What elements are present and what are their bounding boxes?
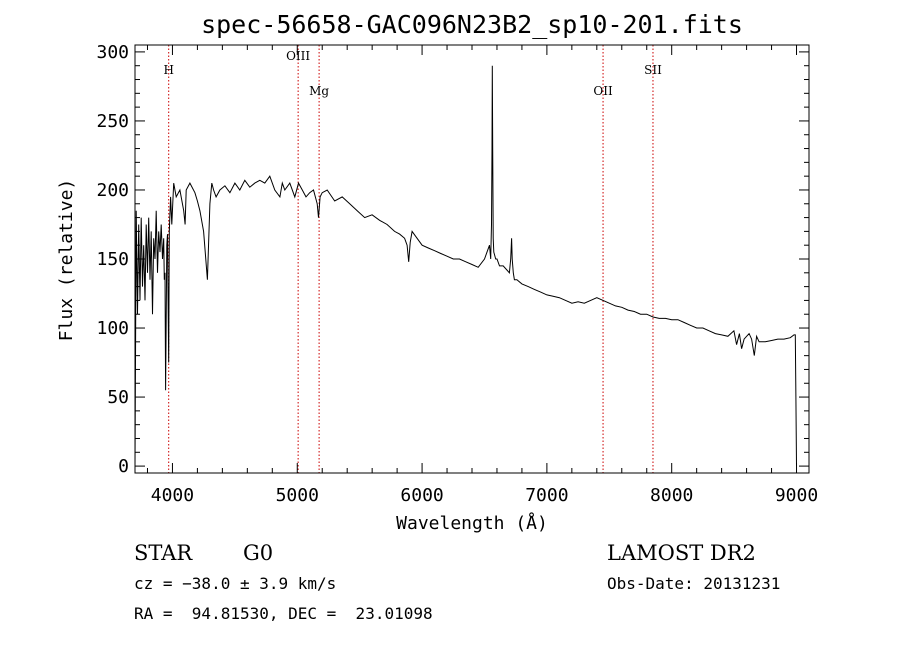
- x-tick-label: 5000: [276, 485, 319, 506]
- plot-area: [134, 65, 797, 467]
- x-tick-label: 7000: [525, 485, 568, 506]
- spectral-line-label: SII: [644, 63, 662, 77]
- cz-label: cz = −38.0 ± 3.9 km/s: [134, 574, 336, 593]
- survey-label: LAMOST DR2: [607, 541, 756, 565]
- y-tick-label: 0: [118, 456, 129, 477]
- axis-ticks: 4000 5000 6000 7000 8000 9000 0 50 100 150 200 250 3…: [96, 42, 818, 506]
- radec-label: RA = 94.81530, DEC = 23.01098: [134, 604, 433, 623]
- plot-frame: [134, 44, 810, 474]
- x-tick-label: 8000: [650, 485, 693, 506]
- y-tick-label: 150: [96, 249, 129, 270]
- subclass-label: G0: [243, 541, 273, 565]
- spectral-line-label: Mg: [309, 84, 329, 98]
- axes: [134, 44, 810, 474]
- x-tick-label: 6000: [400, 485, 443, 506]
- y-tick-label: 250: [96, 111, 129, 132]
- spectral-line-label: OIII: [286, 49, 310, 63]
- y-tick-label: 50: [107, 387, 129, 408]
- spectral-line-label: OII: [593, 84, 613, 98]
- chart-title: spec-56658-GAC096N23B2_sp10-201.fits: [201, 10, 743, 39]
- x-tick-label: 4000: [151, 485, 194, 506]
- obs-date-label: Obs-Date: 20131231: [607, 574, 780, 593]
- y-tick-label: 300: [96, 42, 129, 63]
- y-tick-label: 100: [96, 318, 129, 339]
- spectral-line-markers: H OIII Mg OII SII: [163, 45, 662, 473]
- spectral-line-label: H: [163, 63, 173, 77]
- spectrum-series-line: [134, 65, 797, 467]
- x-axis-label: Wavelength (Å): [396, 512, 548, 534]
- y-tick-label: 200: [96, 180, 129, 201]
- x-tick-label: 9000: [775, 485, 818, 506]
- y-axis-label: Flux (relative): [56, 179, 77, 342]
- star-class-label: STAR: [134, 541, 193, 565]
